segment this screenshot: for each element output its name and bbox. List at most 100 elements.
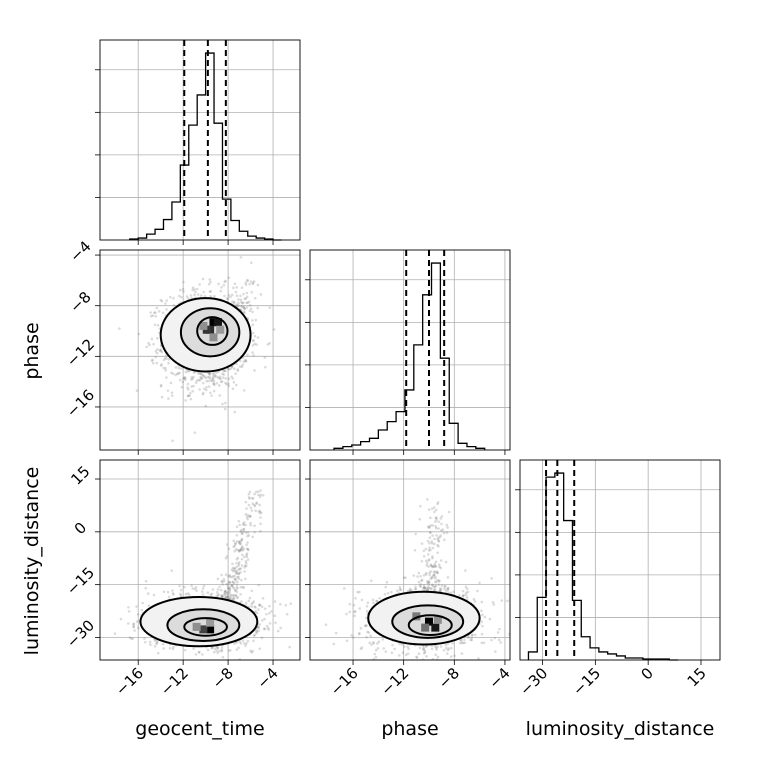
scatter-point [433, 565, 437, 568]
scatter-point [231, 387, 235, 390]
contour-line [166, 608, 241, 642]
scatter-point [221, 376, 225, 379]
y-tick-label: −8 [66, 288, 94, 316]
scatter-point [218, 376, 221, 380]
scatter-point [215, 591, 219, 594]
scatter-point [179, 592, 182, 596]
scatter-point [433, 587, 437, 591]
scatter-point [238, 567, 242, 571]
scatter-point [234, 372, 237, 376]
scatter-point [496, 631, 500, 634]
scatter-point [423, 651, 427, 654]
scatter-point [433, 542, 436, 546]
scatter-point [422, 586, 426, 590]
scatter-point [248, 282, 251, 286]
panel-frame [99, 249, 301, 451]
scatter-point [246, 301, 249, 305]
scatter-point [376, 642, 379, 645]
scatter-point [481, 624, 484, 628]
scatter-point [371, 598, 375, 602]
scatter-point [243, 570, 246, 573]
scatter-point [397, 654, 401, 657]
scatter-point [249, 307, 253, 310]
scatter-point [433, 510, 436, 514]
scatter-point [246, 278, 249, 282]
scatter-point [237, 646, 240, 650]
scatter-point [171, 439, 174, 443]
scatter-point [367, 631, 371, 634]
scatter-point [244, 561, 248, 565]
y-tick-label: −4 [66, 237, 94, 265]
scatter-point [243, 555, 246, 559]
scatter-point [247, 548, 250, 552]
scatter-point [155, 642, 158, 645]
scatter-point [254, 606, 257, 609]
scatter-point [428, 526, 431, 529]
scatter-point [371, 640, 375, 644]
scatter-point [235, 583, 239, 587]
scatter-point [438, 535, 442, 539]
scatter-point [244, 297, 248, 300]
scatter-point [140, 608, 144, 612]
scatter-point [429, 577, 433, 581]
scatter-point [414, 587, 417, 591]
scatter-point [213, 294, 216, 298]
scatter-point [202, 391, 205, 395]
scatter-point [480, 641, 484, 645]
scatter-point [415, 661, 418, 664]
scatter-point [231, 584, 234, 587]
scatter-point [357, 632, 361, 636]
scatter-point [437, 545, 440, 548]
scatter-point [428, 546, 431, 550]
scatter-point [119, 617, 123, 621]
scatter-point [179, 588, 183, 592]
scatter-point [113, 632, 117, 635]
scatter-point [246, 279, 249, 283]
scatter-point [345, 612, 348, 616]
density-cell [192, 622, 201, 631]
scatter-point [470, 633, 474, 637]
scatter-point [243, 311, 246, 315]
scatter-point [239, 570, 242, 574]
scatter-point [246, 517, 249, 521]
scatter-point [449, 591, 453, 595]
scatter-point [227, 649, 231, 652]
scatter-point [408, 587, 412, 591]
density-cell [433, 615, 442, 624]
scatter-point [208, 290, 212, 294]
scatter-point [385, 661, 388, 664]
scatter-point [232, 301, 236, 305]
scatter-point [178, 371, 182, 375]
scatter-point [232, 545, 236, 549]
scatter-point [242, 292, 245, 296]
scatter-point [238, 640, 241, 644]
scatter-point [154, 311, 157, 314]
scatter-point [211, 588, 215, 591]
scatter-point [428, 571, 431, 575]
scatter-point [428, 573, 431, 577]
scatter-point [149, 643, 152, 647]
scatter-point [254, 490, 258, 494]
scatter-point [242, 310, 246, 314]
scatter-point [446, 526, 449, 529]
scatter-point [420, 578, 424, 582]
scatter-point [437, 536, 440, 540]
scatter-point [417, 652, 421, 656]
scatter-point [155, 306, 159, 310]
scatter-point [237, 304, 240, 308]
scatter-point [174, 373, 177, 377]
scatter-point [174, 366, 178, 369]
scatter-point [414, 532, 417, 536]
scatter-point [412, 574, 416, 577]
scatter-point [216, 594, 220, 597]
scatter-point [206, 648, 210, 652]
scatter-point [253, 530, 256, 534]
scatter-point [477, 657, 480, 660]
scatter-point [221, 595, 224, 598]
scatter-point [229, 649, 232, 652]
scatter-point [436, 543, 439, 547]
scatter-point [434, 516, 438, 520]
scatter-point [288, 645, 291, 649]
scatter-point [402, 576, 406, 579]
scatter-point [160, 363, 163, 366]
